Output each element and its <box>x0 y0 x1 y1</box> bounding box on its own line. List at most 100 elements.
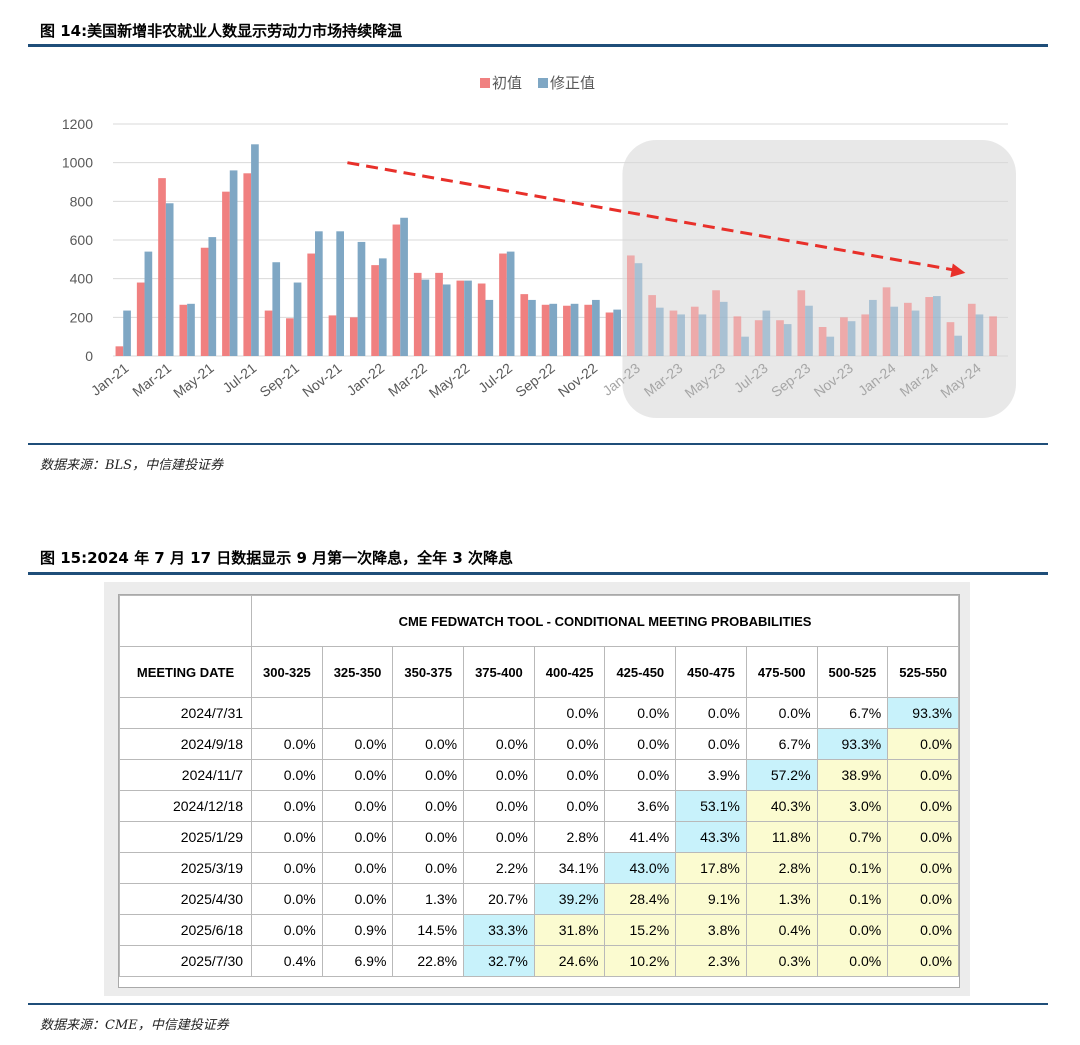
bar-revised <box>421 279 430 356</box>
probability-cell: 0.0% <box>251 852 323 884</box>
probability-cell: 38.9% <box>816 759 889 791</box>
bar-initial <box>882 287 891 356</box>
probability-cell: 24.6% <box>533 945 606 977</box>
probability-cell: 14.5% <box>392 914 465 946</box>
bar-revised <box>485 299 494 356</box>
y-tick-label: 400 <box>70 271 94 287</box>
probability-cell: 0.0% <box>251 790 323 822</box>
bar-initial <box>733 316 742 356</box>
probability-cell: 6.7% <box>745 728 818 760</box>
rate-range-header: 350-375 <box>392 646 465 698</box>
probability-cell: 0.0% <box>675 728 747 760</box>
bar-initial <box>435 272 443 356</box>
bar-initial <box>690 306 699 356</box>
probability-cell: 11.8% <box>745 821 818 853</box>
bar-initial <box>136 282 145 356</box>
bar-revised <box>783 324 792 356</box>
bar-revised <box>698 314 707 356</box>
bar-revised <box>634 263 643 356</box>
rate-range-header: 400-425 <box>533 646 606 698</box>
bar-initial <box>626 255 635 356</box>
bar-initial <box>967 303 976 356</box>
bar-revised <box>847 321 856 356</box>
x-tick-label: Jul-22 <box>475 360 515 396</box>
x-tick-label: Jan-22 <box>344 360 388 399</box>
x-tick-label: May-21 <box>170 360 217 401</box>
bar-initial <box>307 253 316 356</box>
bar-initial <box>648 295 656 356</box>
y-tick-label: 1200 <box>62 116 93 132</box>
probability-cell: 0.0% <box>533 697 606 729</box>
probability-cell: 0.0% <box>533 728 606 760</box>
bar-revised <box>719 301 728 356</box>
probability-cell: 93.3% <box>816 728 889 760</box>
meeting-date-cell: 2024/12/18 <box>118 790 253 822</box>
bar-revised <box>400 217 408 356</box>
table-row: 2025/4/30 0.0% 0.0% 1.3% 20.7% 39.2% 28.4% 9.1%… <box>118 883 959 915</box>
probability-cell: 31.8% <box>533 914 606 946</box>
title-rule <box>28 44 1048 47</box>
legend-label: 修正值 <box>550 75 595 92</box>
probability-cell: 53.1% <box>675 790 747 822</box>
probability-cell <box>463 697 535 729</box>
table-header-row: MEETING DATE 300-325 325-350 350-375 375-400… <box>118 646 959 698</box>
x-tick-label: Jul-21 <box>219 360 259 396</box>
x-tick-label: Nov-21 <box>299 360 345 401</box>
rate-range-header: 425-450 <box>604 646 677 698</box>
bar-revised <box>677 314 685 356</box>
probability-cell: 0.0% <box>392 790 465 822</box>
bar-revised <box>741 336 749 356</box>
probability-cell: 28.4% <box>604 883 677 915</box>
probability-cell: 34.1% <box>533 852 606 884</box>
bar-revised <box>805 305 813 356</box>
bar-initial <box>456 280 465 356</box>
rate-range-header: 450-475 <box>675 646 747 698</box>
probability-cell: 10.2% <box>604 945 677 977</box>
bar-initial <box>904 302 912 356</box>
meeting-date-cell: 2025/6/18 <box>118 914 253 946</box>
figure-14-title: 图 14:美国新增非农就业人数显示劳动力市场持续降温 <box>40 22 403 40</box>
probability-cell: 6.9% <box>321 945 394 977</box>
meeting-date-cell: 2024/11/7 <box>118 759 253 791</box>
bar-revised <box>975 314 984 356</box>
rate-range-header: 525-550 <box>887 646 959 698</box>
probability-cell: 0.0% <box>887 728 959 760</box>
table-row: 2024/11/7 0.0% 0.0% 0.0% 0.0% 0.0% 0.0% 3.9% 57.… <box>118 759 959 791</box>
bar-initial <box>541 304 550 356</box>
bar-initial <box>413 272 422 356</box>
y-tick-label: 0 <box>85 348 93 364</box>
bar-initial <box>946 322 955 356</box>
meeting-date-cell: 2025/4/30 <box>118 883 253 915</box>
bar-revised <box>506 251 515 356</box>
fedwatch-panel: CME FEDWATCH TOOL - CONDITIONAL MEETING … <box>104 582 970 996</box>
rate-range-header: 475-500 <box>745 646 818 698</box>
probability-cell <box>392 697 465 729</box>
probability-cell: 0.0% <box>533 759 606 791</box>
table-title: CME FEDWATCH TOOL - CONDITIONAL MEETING … <box>251 595 959 647</box>
bar-initial <box>371 265 379 356</box>
bar-revised <box>954 335 962 356</box>
probability-cell: 0.0% <box>392 821 465 853</box>
probability-cell: 33.3% <box>463 914 535 946</box>
y-tick-label: 200 <box>70 309 94 325</box>
x-tick-label: Nov-22 <box>555 360 601 401</box>
y-tick-label: 800 <box>70 193 94 209</box>
table-row: 2025/1/29 0.0% 0.0% 0.0% 0.0% 2.8% 41.4% 43.3% 1… <box>118 821 959 853</box>
probability-cell: 0.0% <box>463 728 535 760</box>
table-row: 2024/7/31 0.0% 0.0% 0.0% 0.0% 6.7% 93.3% <box>118 697 959 729</box>
bar-initial <box>712 290 720 356</box>
probability-cell: 0.0% <box>675 697 747 729</box>
probability-cell: 0.1% <box>816 852 889 884</box>
meeting-date-cell: 2025/7/30 <box>118 945 253 977</box>
bar-initial <box>243 173 252 356</box>
probability-cell: 0.0% <box>392 852 465 884</box>
empty-corner-cell <box>118 595 253 647</box>
table-row: 2025/3/19 0.0% 0.0% 0.0% 2.2% 34.1% 43.0% 17.8%… <box>118 852 959 884</box>
bar-initial <box>264 310 273 356</box>
probability-cell: 0.0% <box>251 883 323 915</box>
probability-cell: 3.6% <box>604 790 677 822</box>
probability-cell <box>251 697 323 729</box>
title-rule <box>28 572 1048 575</box>
bar-revised <box>528 299 536 356</box>
